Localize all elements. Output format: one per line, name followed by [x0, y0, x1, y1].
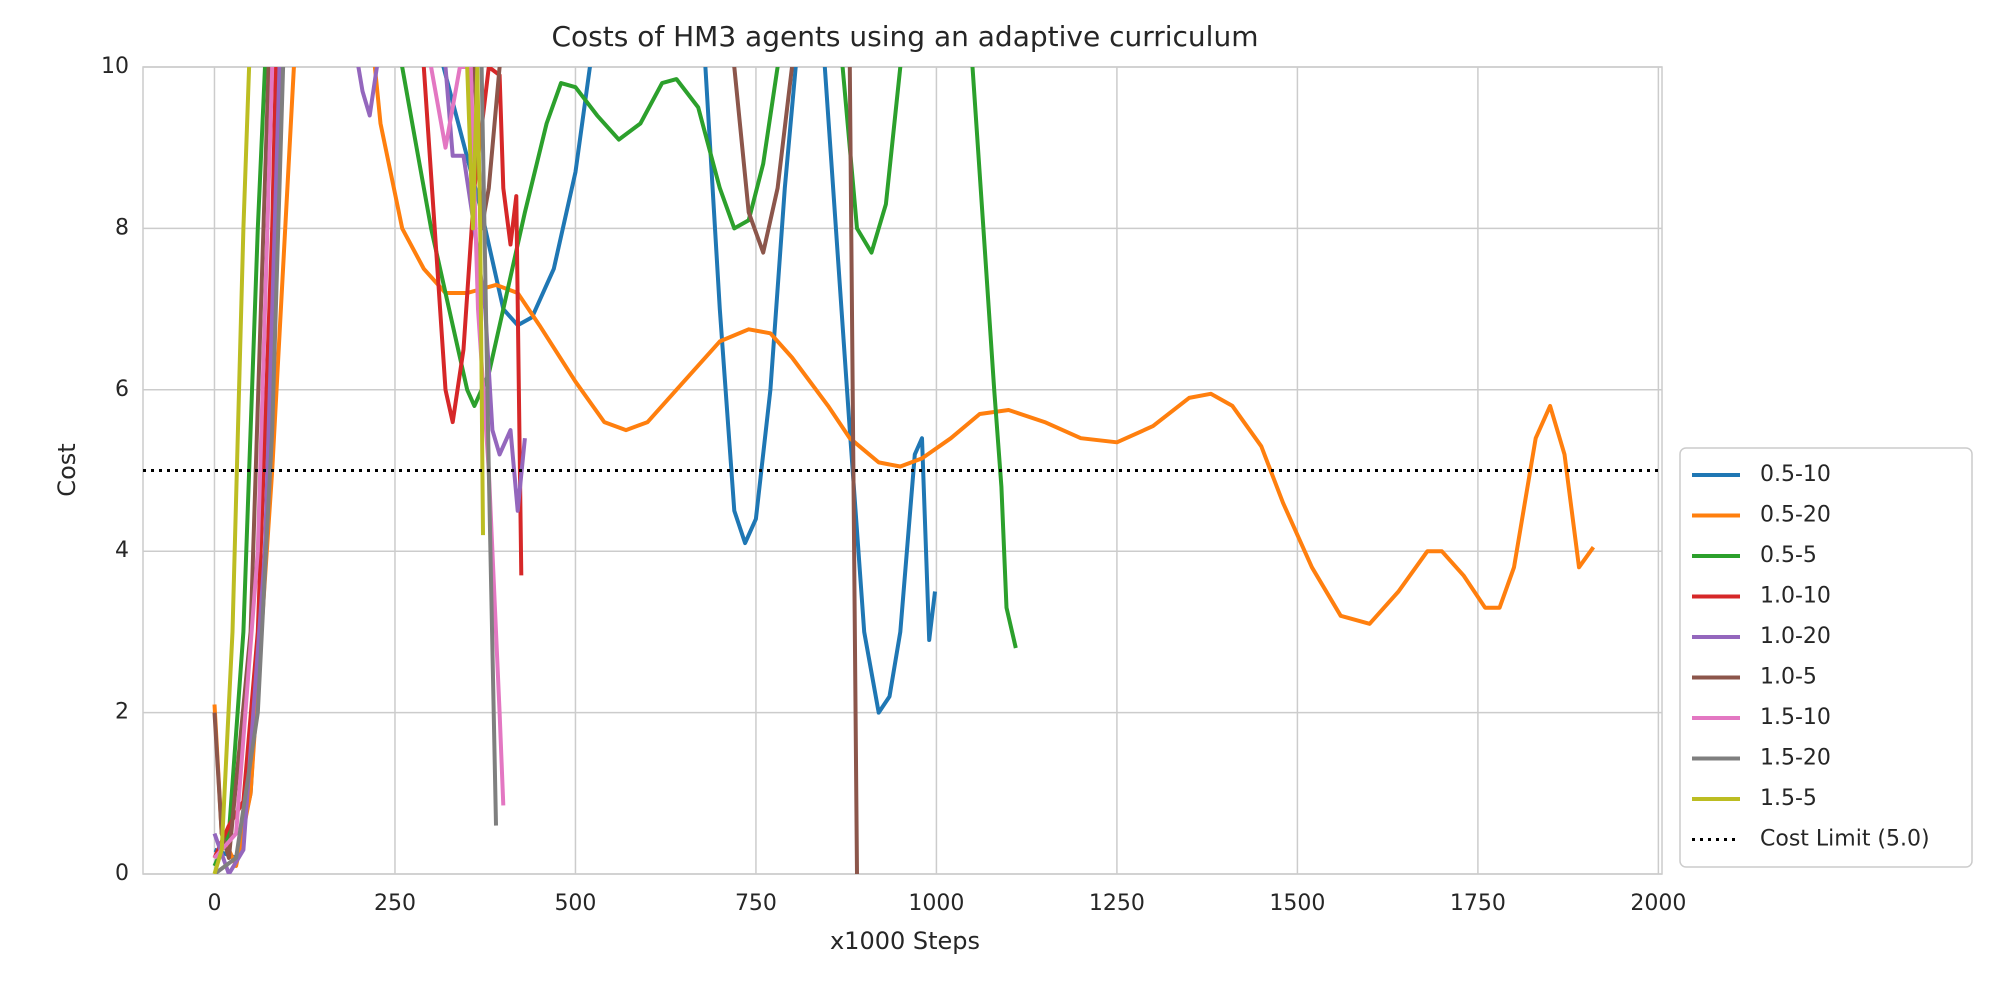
- legend-box: [1679, 447, 1973, 868]
- series-line: [213, 67, 937, 860]
- x-tick-label: 1500: [1269, 891, 1325, 916]
- series-line: [212, 67, 1596, 868]
- y-axis-label: Cost: [53, 443, 81, 496]
- legend-label: Cost Limit (5.0): [1760, 827, 1930, 852]
- y-tick-label: 4: [115, 538, 129, 563]
- series-line: [212, 67, 485, 874]
- legend-label: 0.5-5: [1760, 543, 1817, 568]
- x-tick-label: 750: [735, 891, 777, 916]
- y-tick-label: 10: [101, 54, 129, 79]
- chart-title: Costs of HM3 agents using an adaptive cu…: [552, 20, 1259, 53]
- series-line: [212, 67, 1018, 867]
- legend-label: 1.5-5: [1760, 786, 1817, 811]
- x-tick-label: 1250: [1089, 891, 1145, 916]
- x-tick-label: 250: [374, 891, 416, 916]
- x-tick-label: 500: [554, 891, 596, 916]
- y-tick-label: 2: [115, 700, 129, 725]
- legend-label: 1.5-20: [1760, 746, 1831, 771]
- legend-label: 0.5-10: [1760, 462, 1831, 487]
- series-line: [213, 67, 498, 874]
- legend-label: 1.0-20: [1760, 624, 1831, 649]
- legend-label: 0.5-20: [1760, 503, 1831, 528]
- x-axis-label: x1000 Steps: [830, 927, 980, 955]
- legend-label: 1.0-10: [1760, 584, 1831, 609]
- series-line: [212, 67, 859, 874]
- y-tick-label: 8: [115, 215, 129, 240]
- x-tick-label: 1000: [908, 891, 964, 916]
- legend-label: 1.5-10: [1760, 705, 1831, 730]
- x-tick-label: 0: [207, 891, 221, 916]
- legend-label: 1.0-5: [1760, 665, 1817, 690]
- y-tick-label: 6: [115, 377, 129, 402]
- x-tick-label: 2000: [1630, 891, 1686, 916]
- series-line: [212, 67, 527, 874]
- y-tick-label: 0: [115, 861, 129, 886]
- x-tick-label: 1750: [1450, 891, 1506, 916]
